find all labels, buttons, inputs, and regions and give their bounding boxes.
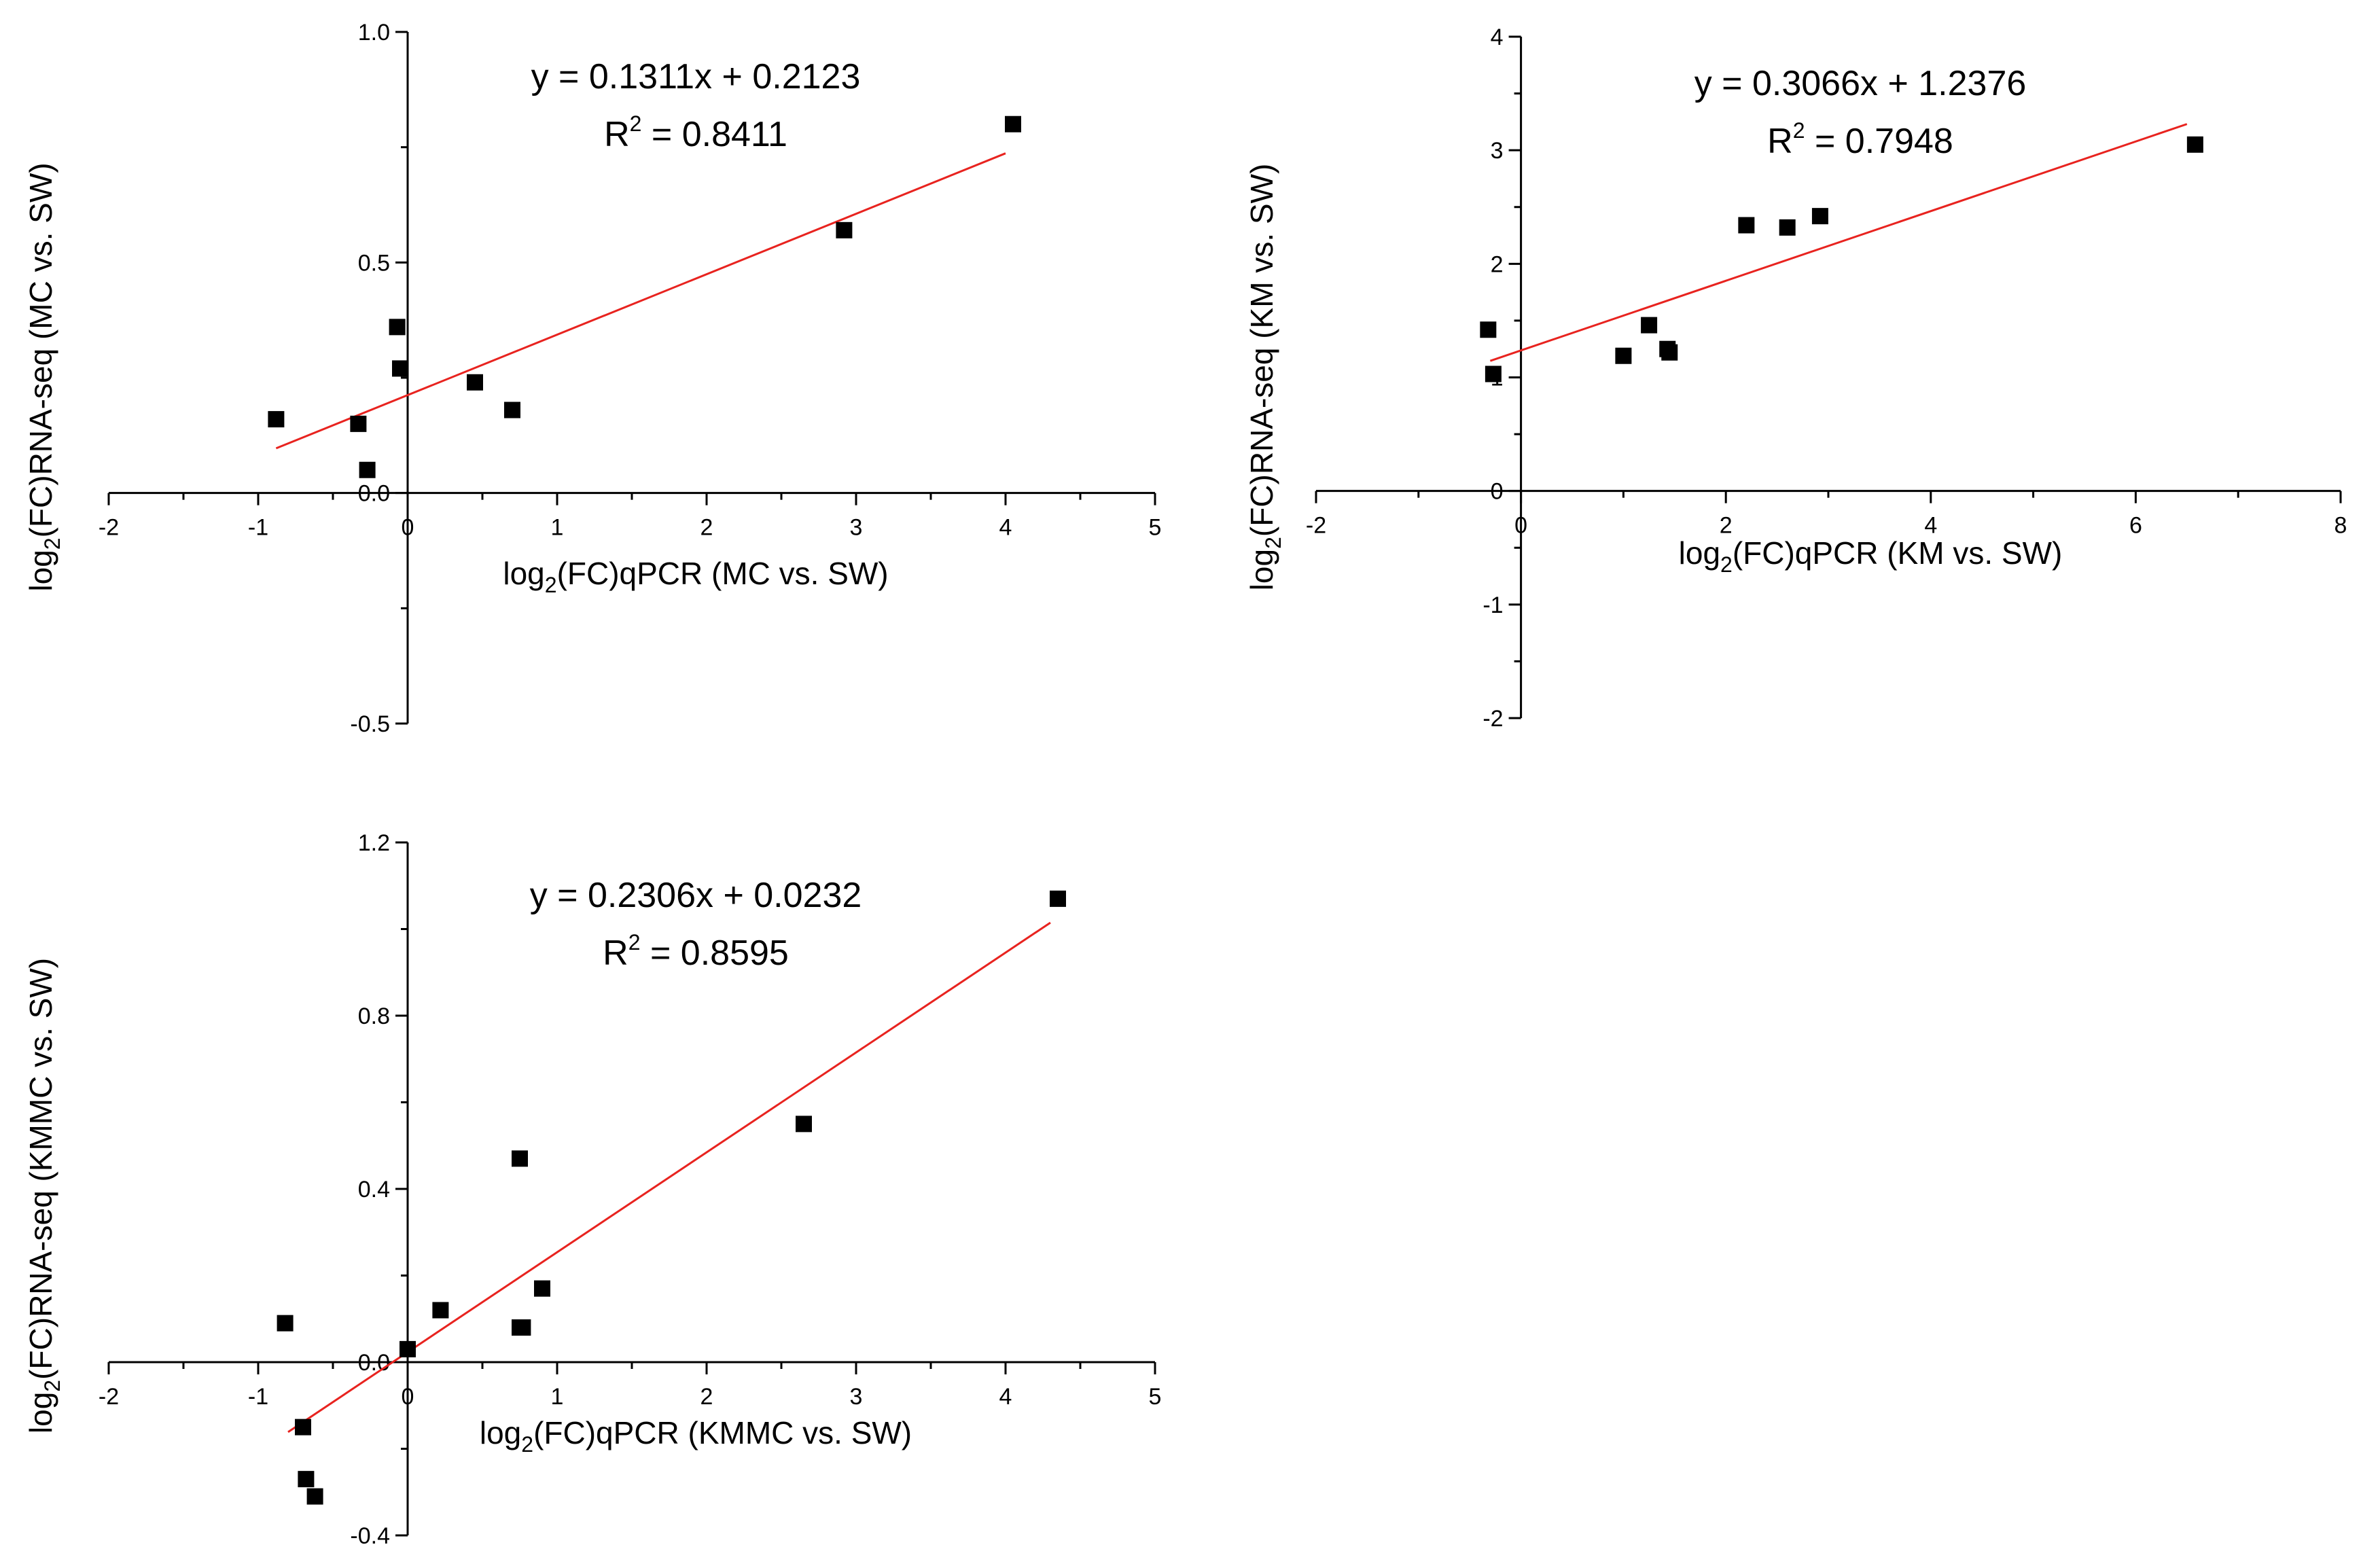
x-tick-label: 3 bbox=[850, 515, 863, 541]
data-point bbox=[1480, 321, 1497, 338]
data-point bbox=[400, 1340, 416, 1357]
x-axis-title: log2(FC)qPCR (KMMC vs. SW) bbox=[480, 1415, 912, 1457]
x-tick-label: 4 bbox=[999, 1384, 1012, 1410]
x-tick-label: 2 bbox=[1720, 513, 1733, 539]
y-tick-label: -0.4 bbox=[350, 1523, 390, 1549]
data-point bbox=[1615, 347, 1632, 364]
y-tick-label: 4 bbox=[1491, 24, 1504, 50]
regression-equation: y = 0.3066x + 1.2376 bbox=[1694, 64, 2027, 103]
y-tick-label: -1 bbox=[1483, 592, 1503, 618]
x-tick-label: 4 bbox=[999, 515, 1012, 541]
y-tick-label: -2 bbox=[1483, 706, 1503, 732]
r-squared-label: R2 = 0.7948 bbox=[1767, 118, 1953, 161]
x-axis-title: log2(FC)qPCR (MC vs. SW) bbox=[503, 556, 888, 597]
x-tick-label: -2 bbox=[99, 515, 119, 541]
x-tick-label: 2 bbox=[700, 1384, 713, 1410]
x-tick-label: 5 bbox=[1149, 515, 1162, 541]
data-point bbox=[298, 1471, 315, 1488]
data-point bbox=[512, 1150, 528, 1167]
x-tick-label: 8 bbox=[2335, 513, 2347, 539]
data-point bbox=[467, 374, 483, 391]
regression-equation: y = 0.2306x + 0.0232 bbox=[530, 876, 862, 915]
regression-line bbox=[275, 152, 1006, 450]
data-point bbox=[1779, 219, 1796, 236]
data-point bbox=[359, 461, 376, 478]
x-tick-label: 0 bbox=[402, 515, 414, 541]
chart-panel-1: -2 -1 0 1 2 3 4 5 -0.5 0.0 0.5 1.0 y = 0.1311x + 0.2… bbox=[23, 20, 1161, 737]
x-tick-label: 0 bbox=[402, 1384, 414, 1410]
data-point bbox=[389, 319, 406, 336]
x-tick-label: -2 bbox=[1306, 513, 1326, 539]
data-point bbox=[504, 402, 520, 418]
data-point bbox=[350, 415, 367, 432]
x-tick-label: 6 bbox=[2129, 513, 2142, 539]
y-tick-label: 0.0 bbox=[358, 1350, 390, 1376]
x-tick-label: 5 bbox=[1149, 1384, 1162, 1410]
y-tick-label: 0.5 bbox=[358, 250, 390, 276]
data-point bbox=[432, 1302, 449, 1319]
y-tick-label: 2 bbox=[1491, 251, 1504, 277]
data-point bbox=[1641, 317, 1658, 334]
chart-panel-3: -2 -1 0 1 2 3 4 5 -0.4 0.0 0.4 0.8 1.2 y = 0.2306x + … bbox=[23, 830, 1161, 1549]
x-tick-label: 1 bbox=[551, 1384, 564, 1410]
x-tick-label: 0 bbox=[1514, 513, 1527, 539]
data-point bbox=[1485, 366, 1502, 382]
data-point bbox=[2186, 136, 2203, 153]
x-tick-label: 1 bbox=[551, 515, 564, 541]
data-point bbox=[1811, 208, 1828, 225]
data-point bbox=[1050, 890, 1066, 907]
data-point bbox=[268, 411, 285, 428]
x-tick-label: -1 bbox=[248, 515, 268, 541]
data-point bbox=[295, 1419, 311, 1436]
y-tick-label: 3 bbox=[1491, 138, 1504, 164]
data-point bbox=[392, 360, 408, 377]
regression-line bbox=[1489, 123, 2188, 362]
y-tick-label: 1.0 bbox=[358, 20, 390, 46]
data-point bbox=[1738, 217, 1755, 234]
data-point bbox=[277, 1315, 294, 1332]
data-point bbox=[796, 1116, 812, 1133]
x-axis-title: log2(FC)qPCR (KM vs. SW) bbox=[1679, 535, 2063, 577]
y-tick-label: -0.5 bbox=[350, 711, 390, 737]
y-axis-title: log2(FC)RNA-seq (MC vs. SW) bbox=[23, 162, 65, 591]
x-tick-label: 4 bbox=[1924, 513, 1937, 539]
y-tick-label: 1.2 bbox=[358, 830, 390, 856]
data-point bbox=[1661, 344, 1678, 361]
r-squared-label: R2 = 0.8411 bbox=[604, 111, 787, 154]
data-point bbox=[1005, 115, 1021, 132]
y-axis-title: log2(FC)RNA-seq (KM vs. SW) bbox=[1244, 164, 1285, 591]
y-tick-label: 0.0 bbox=[358, 481, 390, 507]
y-tick-label: 0.8 bbox=[358, 1003, 390, 1029]
data-point bbox=[534, 1280, 550, 1297]
y-axis-title: log2(FC)RNA-seq (KMMC vs. SW) bbox=[23, 958, 65, 1433]
x-tick-label: -1 bbox=[248, 1384, 268, 1410]
regression-equation: y = 0.1311x + 0.2123 bbox=[531, 57, 861, 96]
y-tick-label: 0.4 bbox=[358, 1177, 390, 1202]
x-tick-label: -2 bbox=[99, 1384, 119, 1410]
data-point bbox=[306, 1488, 323, 1505]
x-tick-label: 2 bbox=[700, 515, 713, 541]
y-tick-label: 0 bbox=[1491, 479, 1504, 505]
data-point bbox=[836, 221, 853, 238]
r-squared-label: R2 = 0.8595 bbox=[603, 930, 789, 973]
data-point bbox=[514, 1319, 531, 1336]
x-tick-label: 3 bbox=[850, 1384, 863, 1410]
